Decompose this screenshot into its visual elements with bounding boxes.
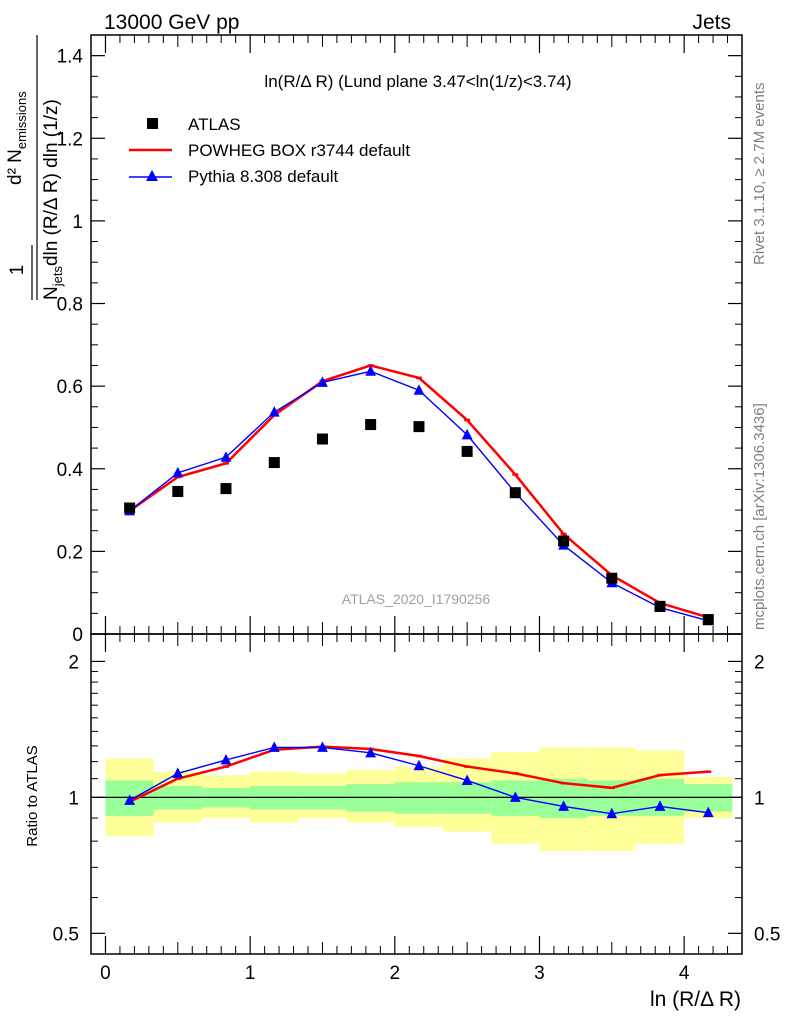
x-tick-label: 2 bbox=[390, 963, 401, 984]
ratio-y-tick-label-right: 0.5 bbox=[754, 924, 780, 945]
ratio-panel-frame bbox=[90, 633, 743, 955]
rivet-label: Rivet 3.1.10, ≥ 2.7M events bbox=[751, 83, 768, 266]
ratio-pythia-point bbox=[268, 741, 280, 752]
ratio-pythia-point bbox=[702, 806, 714, 818]
legend: ATLAS POWHEG BOX r3744 default Pythia 8.… bbox=[129, 115, 410, 186]
ratio-pythia-point bbox=[317, 741, 328, 752]
main-y-tick-label: 0.8 bbox=[57, 295, 83, 316]
main-y-tick-label: 0.4 bbox=[57, 460, 84, 481]
x-tick-label: 4 bbox=[679, 963, 690, 984]
ratio-y-tick-label-right: 2 bbox=[754, 652, 765, 673]
atlas-point bbox=[413, 421, 425, 433]
main-y-tick-label: 0 bbox=[72, 625, 83, 646]
atlas-point bbox=[316, 433, 328, 445]
x-tick-label: 3 bbox=[534, 963, 545, 984]
pythia-point bbox=[220, 451, 232, 462]
atlas-point bbox=[268, 457, 280, 469]
x-tick-label: 0 bbox=[100, 963, 111, 984]
pythia-point bbox=[317, 376, 328, 387]
main-y-tick-label: 1 bbox=[72, 212, 83, 233]
series-powheg-line bbox=[128, 364, 709, 619]
band-inner-bin bbox=[394, 782, 443, 814]
ratio-pythia-point bbox=[172, 767, 184, 778]
ratio-panel-series bbox=[124, 741, 714, 819]
pythia-point bbox=[268, 406, 280, 417]
series-pythia-line bbox=[129, 370, 709, 622]
atlas-point bbox=[124, 502, 136, 514]
ratio-pythia-point bbox=[654, 800, 666, 811]
legend-marker-pythia bbox=[146, 170, 158, 181]
x-axis-label: ln (R/Δ R) bbox=[650, 988, 741, 1011]
main-y-tick-label: 0.2 bbox=[57, 542, 83, 563]
y-axis-label-ratio: Ratio to ATLAS bbox=[24, 745, 41, 846]
legend-label-atlas: ATLAS bbox=[188, 115, 241, 134]
ylabel-numerator-sub: emissions bbox=[14, 91, 29, 149]
x-tick-label: 1 bbox=[245, 963, 256, 984]
ylabel-denominator: Njetsdln (R/Δ R) dln (1/z) bbox=[41, 99, 65, 300]
ratio-pythia-point bbox=[220, 753, 232, 765]
atlas-point bbox=[461, 445, 473, 457]
atlas-point bbox=[365, 419, 377, 431]
axes-ticks: 0 0.2 0.4 0.6 0.8 1 1.2 1.4 0.5 0.5 1 1 2 2 0 1 2 3 4 bbox=[53, 35, 780, 984]
plot-title: ln(R/Δ R) (Lund plane 3.47<ln(1/z)<3.74) bbox=[264, 72, 571, 91]
ratio-pythia-point bbox=[461, 774, 473, 785]
ylabel-denominator-rest: dln (R/Δ R) dln (1/z) bbox=[41, 99, 62, 266]
atlas-point bbox=[606, 572, 618, 584]
main-panel-series bbox=[124, 364, 714, 626]
main-y-tick-label: 1.2 bbox=[57, 129, 83, 150]
ratio-pythia-point bbox=[365, 746, 377, 758]
pythia-point bbox=[413, 384, 425, 395]
ratio-y-tick-label-left: 0.5 bbox=[53, 924, 79, 945]
header-right: Jets bbox=[692, 11, 731, 34]
pythia-point bbox=[461, 428, 473, 440]
ratio-pythia-point bbox=[413, 759, 425, 771]
ylabel-denominator-n: N bbox=[41, 286, 62, 300]
mcplots-label: mcplots.cern.ch [arXiv:1306.3436] bbox=[751, 403, 768, 630]
pythia-point bbox=[172, 466, 184, 478]
header-left: 13000 GeV pp bbox=[104, 11, 239, 34]
ratio-pythia-point bbox=[124, 794, 136, 805]
ratio-y-tick-label-left: 2 bbox=[68, 652, 79, 673]
atlas-point bbox=[509, 487, 521, 499]
ratio-pythia-point bbox=[558, 800, 570, 811]
legend-label-pythia: Pythia 8.308 default bbox=[188, 167, 339, 186]
ylabel-numerator-d: d² N bbox=[5, 149, 26, 185]
atlas-point bbox=[558, 535, 570, 547]
y-axis-label-main: 1 Njetsdln (R/Δ R) dln (1/z) d² Nemissio… bbox=[5, 35, 65, 300]
main-y-tick-label: 1.4 bbox=[57, 47, 84, 68]
atlas-point bbox=[172, 485, 184, 497]
legend-marker-atlas bbox=[147, 118, 158, 129]
uncertainty-bands bbox=[105, 747, 733, 852]
ratio-y-tick-label-left: 1 bbox=[68, 788, 79, 809]
atlas-point bbox=[702, 614, 714, 626]
ratio-y-tick-label-right: 1 bbox=[754, 788, 765, 809]
band-inner-bin bbox=[442, 782, 492, 814]
ratio-pythia-point bbox=[606, 807, 618, 819]
legend-label-powheg: POWHEG BOX r3744 default bbox=[188, 141, 410, 160]
ylabel-one: 1 bbox=[7, 265, 28, 276]
main-y-tick-label: 0.6 bbox=[57, 377, 83, 398]
analysis-label: ATLAS_2020_I1790256 bbox=[342, 591, 491, 607]
atlas-point bbox=[654, 600, 666, 612]
ylabel-denominator-sub: jets bbox=[50, 266, 65, 288]
atlas-point bbox=[220, 483, 232, 495]
ylabel-numerator: d² Nemissions bbox=[5, 91, 29, 185]
pythia-point bbox=[365, 365, 377, 376]
ratio-pythia-point bbox=[509, 791, 521, 802]
